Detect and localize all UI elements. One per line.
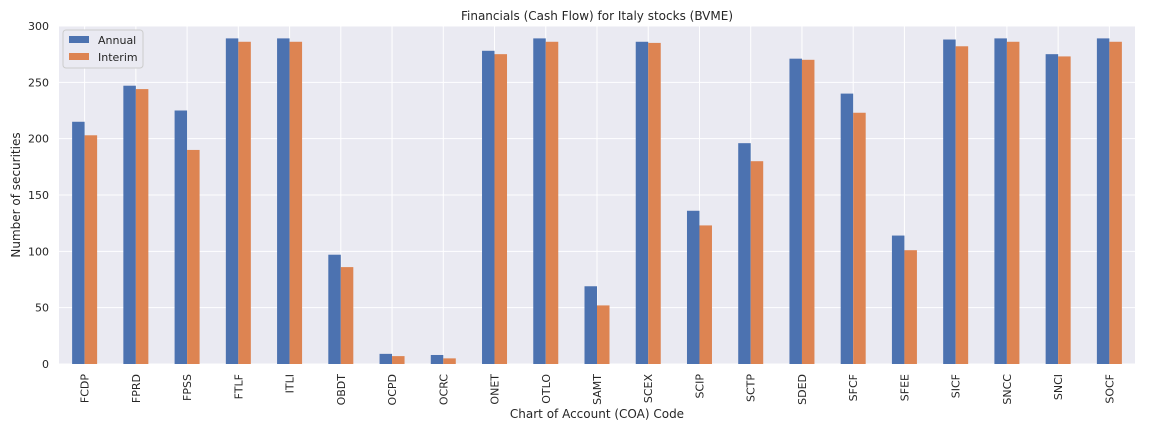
x-tick-label: SAMT <box>591 374 604 405</box>
y-tick-label: 300 <box>28 20 49 33</box>
bar-interim-socf <box>1109 41 1122 364</box>
bar-annual-sncc <box>994 38 1007 364</box>
legend-label-interim: Interim <box>98 51 138 64</box>
x-tick-label: OCRC <box>437 374 450 405</box>
x-tick-label: SFCF <box>847 374 860 401</box>
bar-annual-otlo <box>533 38 546 364</box>
bar-interim-fprd <box>135 89 149 365</box>
legend-swatch-interim <box>69 53 89 60</box>
x-tick-label: FTLF <box>232 374 245 399</box>
bar-annual-fcdp <box>72 121 85 365</box>
bar-interim-sfcf <box>853 112 866 365</box>
y-tick-labels: 0 50 100 150 200 250 300 <box>28 20 49 371</box>
x-tick-label: SICF <box>950 374 963 398</box>
x-tick-label: ONET <box>489 374 502 405</box>
bar-interim-sicf <box>955 46 969 364</box>
bar-interim-fpss <box>187 149 200 364</box>
bar-annual-sicf <box>943 39 956 365</box>
x-axis-title: Chart of Account (COA) Code <box>510 407 684 421</box>
y-tick-label: 100 <box>28 245 49 258</box>
bar-annual-scex <box>635 41 649 364</box>
bar-interim-scex <box>648 42 661 365</box>
bar-annual-sfcf <box>840 93 854 364</box>
bar-annual-itli <box>277 38 290 364</box>
bar-annual-socf <box>1096 38 1110 364</box>
bar-annual-ocpd <box>379 353 393 364</box>
bars <box>72 38 1122 365</box>
x-tick-label: SDED <box>796 374 809 405</box>
bar-annual-scip <box>686 210 700 364</box>
x-tick-label: SNCI <box>1052 374 1065 400</box>
bar-interim-otlo <box>545 41 559 364</box>
x-tick-labels: FCDP FPRD FPSS FTLF ITLI OBDT OCPD OCRC ONET OTLO… <box>79 374 1117 406</box>
bar-interim-scip <box>699 225 712 364</box>
bar-annual-snci <box>1045 54 1059 365</box>
x-tick-label: SCTP <box>745 374 758 402</box>
y-tick-label: 200 <box>28 133 49 146</box>
x-tick-label: ITLI <box>284 374 297 393</box>
x-tick-label: FPSS <box>181 374 194 401</box>
bar-annual-ocrc <box>430 354 444 364</box>
bar-interim-ftlf <box>238 41 251 364</box>
x-tick-label: SCEX <box>642 374 655 404</box>
legend-swatch-annual <box>69 36 89 43</box>
x-tick-label: OTLO <box>540 374 553 404</box>
bar-annual-sfee <box>891 235 905 364</box>
bar-interim-samt <box>597 305 610 364</box>
x-tick-label: SOCF <box>1103 374 1116 404</box>
y-tick-label: 150 <box>28 189 49 202</box>
bar-annual-sded <box>789 58 802 364</box>
bar-interim-fcdp <box>84 135 98 364</box>
bar-annual-samt <box>584 286 597 364</box>
x-tick-label: OBDT <box>335 374 348 406</box>
bar-annual-fprd <box>123 85 136 365</box>
bar-interim-sfee <box>904 250 917 364</box>
bar-annual-onet <box>482 50 495 364</box>
bar-interim-itli <box>289 41 303 364</box>
bar-annual-fpss <box>174 110 188 364</box>
x-tick-label: OCPD <box>386 374 399 405</box>
bar-interim-ocrc <box>443 358 456 364</box>
x-tick-label: SFEE <box>898 374 911 401</box>
bar-interim-ocpd <box>392 356 405 364</box>
bar-interim-obdt <box>340 267 354 364</box>
bar-annual-sctp <box>738 143 751 364</box>
bar-interim-sctp <box>750 161 764 364</box>
y-tick-label: 50 <box>35 302 49 315</box>
x-tick-label: FPRD <box>130 374 143 403</box>
x-tick-label: FCDP <box>79 374 92 403</box>
legend-label-annual: Annual <box>98 34 136 47</box>
bar-interim-onet <box>494 54 508 365</box>
bar-interim-sncc <box>1006 41 1020 364</box>
x-tick-label: SNCC <box>1001 374 1014 405</box>
bar-interim-snci <box>1058 56 1071 365</box>
chart-title: Financials (Cash Flow) for Italy stocks … <box>461 9 733 23</box>
bar-annual-obdt <box>328 254 341 364</box>
y-tick-label: 250 <box>28 76 49 89</box>
bar-interim-sded <box>801 59 815 365</box>
y-tick-label: 0 <box>42 358 49 371</box>
y-axis-title: Number of securities <box>9 132 23 257</box>
bar-annual-ftlf <box>225 38 239 364</box>
x-tick-label: SCIP <box>693 374 706 399</box>
legend: Annual Interim <box>62 29 144 69</box>
